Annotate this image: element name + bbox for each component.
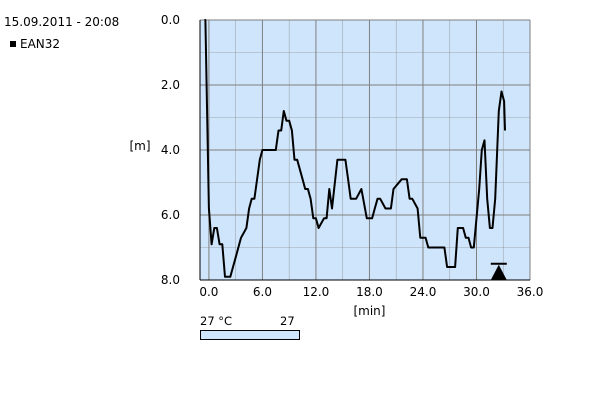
- x-tick-label: 36.0: [517, 285, 544, 299]
- temperature-bar: [200, 330, 300, 340]
- marker-triangle-icon: [490, 264, 507, 280]
- x-tick-label: 6.0: [253, 285, 272, 299]
- x-tick-label: 24.0: [410, 285, 437, 299]
- legend-marker-icon: [10, 41, 16, 47]
- y-tick-label: 6.0: [161, 208, 180, 222]
- depth-profile-line: [204, 19, 506, 278]
- x-tick-label: 0.0: [199, 285, 218, 299]
- temperature-scale: 27 °C 27 °C: [200, 314, 310, 342]
- y-tick-label: 0.0: [161, 13, 180, 27]
- x-tick-label: 12.0: [303, 285, 330, 299]
- y-tick-label: 2.0: [161, 78, 180, 92]
- y-axis-label: [m]: [129, 139, 150, 153]
- marker-layer: [490, 262, 507, 280]
- y-tick-label: 4.0: [161, 143, 180, 157]
- series-layer: [204, 19, 506, 278]
- x-tick-label: 30.0: [463, 285, 490, 299]
- legend: EAN32: [10, 37, 60, 51]
- dive-timestamp: 15.09.2011 - 20:08: [4, 15, 120, 29]
- axes: 0.0 6.0 12.0 18.0 24.0 30.0 36.0 0.0 2.0 4.0 6.0 8.…: [161, 13, 543, 299]
- legend-label: EAN32: [20, 37, 61, 51]
- x-tick-label: 18.0: [356, 285, 383, 299]
- y-tick-label: 8.0: [161, 273, 180, 287]
- temperature-min-label: 27 °C: [200, 314, 233, 328]
- temperature-labels: 27 °C 27 °C: [200, 314, 310, 342]
- x-axis-label: [min]: [353, 304, 385, 318]
